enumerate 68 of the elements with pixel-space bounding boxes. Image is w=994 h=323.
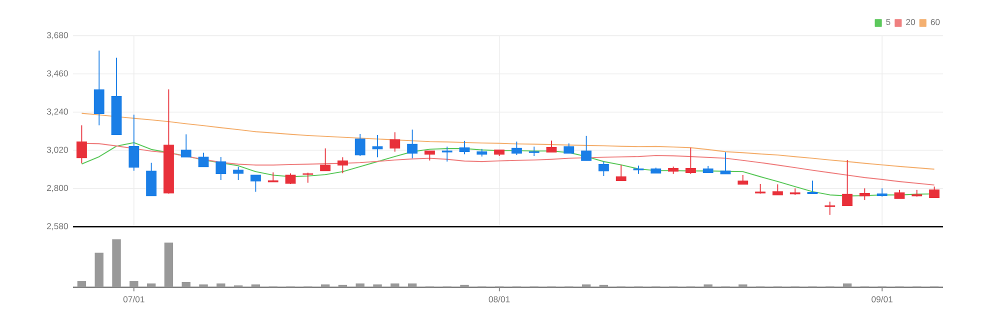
candlestick [720, 152, 731, 174]
candlestick [564, 142, 574, 154]
y-tick-label: 3,680 [46, 32, 68, 40]
candlestick [94, 50, 104, 126]
candlestick [685, 147, 696, 174]
bar [320, 284, 330, 288]
legend-label: 5 [886, 19, 890, 26]
bar [408, 283, 417, 288]
y-tick-label: 2,800 [47, 184, 68, 192]
bar [460, 284, 469, 288]
x-tick-label: 07/01 [123, 296, 144, 302]
candlestick [128, 114, 140, 172]
candlestick [76, 124, 87, 164]
bar [199, 284, 208, 288]
candlestick [216, 156, 226, 180]
bar [146, 283, 156, 288]
bar [599, 284, 608, 288]
candlestick [598, 161, 609, 176]
candlestick [842, 160, 853, 206]
bar [94, 252, 104, 288]
y-tick-label: 3,020 [46, 146, 68, 154]
y-tick-label: 3,240 [46, 108, 68, 116]
candlestick [459, 140, 470, 155]
candlestick [180, 134, 192, 158]
bar [112, 239, 121, 288]
candlestick [250, 174, 261, 192]
candlestick [198, 152, 209, 168]
bar [738, 284, 748, 288]
candlestick [772, 184, 783, 196]
candlestick [320, 148, 331, 172]
bar [390, 283, 400, 288]
candlestick [528, 146, 540, 156]
bar [842, 283, 852, 288]
candlestick [859, 188, 870, 200]
candlestick [285, 172, 296, 184]
candlestick [616, 164, 626, 182]
bar [582, 284, 591, 288]
candlestick [424, 150, 435, 162]
candlestick [354, 133, 366, 156]
x-tick-label: 09/01 [872, 296, 893, 302]
y-tick-label: 3,460 [46, 70, 68, 78]
candlestick [407, 129, 418, 159]
bar [338, 284, 348, 288]
bar [356, 283, 364, 288]
bar [216, 283, 226, 288]
candlestick [807, 180, 818, 194]
legend-label: 60 [930, 18, 940, 26]
x-tick-label: 08/01 [488, 296, 510, 302]
candlestick [581, 135, 592, 162]
candlestick [390, 132, 400, 152]
candlestick [233, 166, 244, 180]
candlestick [546, 140, 557, 153]
bar [77, 281, 86, 288]
bar [130, 281, 138, 288]
bar [704, 284, 712, 288]
legend-label: 20 [906, 18, 916, 26]
candlestick [442, 146, 452, 162]
candlestick [338, 156, 348, 174]
bar [182, 282, 190, 288]
y-tick-label: 2,580 [47, 223, 68, 230]
bar [373, 284, 382, 288]
candlestick [302, 172, 314, 184]
bar [251, 284, 260, 288]
candlestick [511, 141, 522, 156]
candlestick [738, 174, 748, 185]
candlestick [929, 186, 940, 198]
bar [164, 242, 174, 288]
candlestick [824, 201, 836, 216]
